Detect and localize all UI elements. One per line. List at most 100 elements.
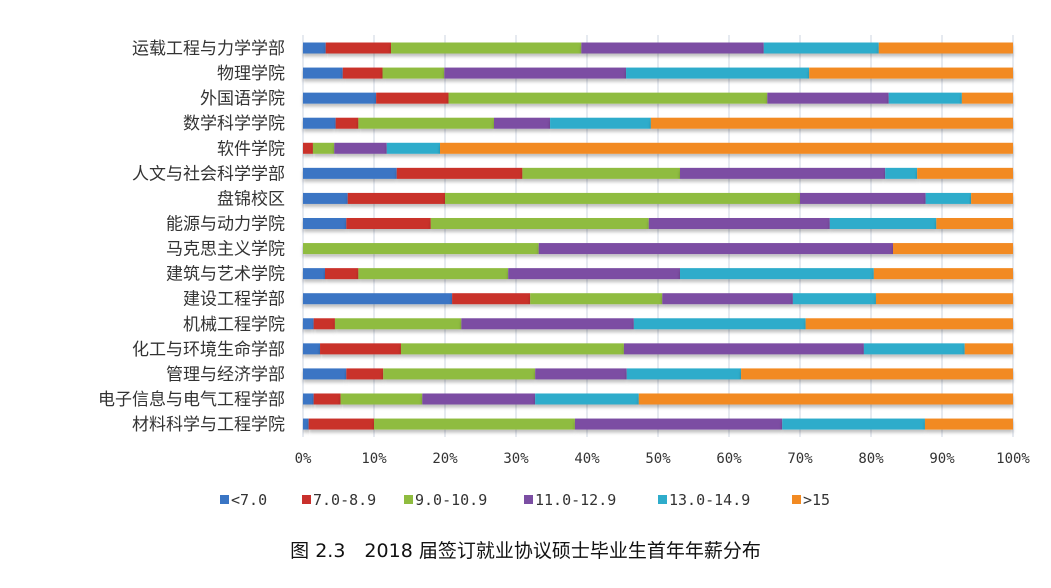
category-label: 管理与经济学部 (166, 365, 285, 385)
category-label: 外国语学院 (200, 89, 285, 109)
bar-segment (626, 67, 810, 79)
bar-segment (971, 192, 1013, 204)
legend-swatch (658, 495, 667, 504)
bar-segment (863, 343, 965, 355)
bar-segment (873, 268, 1013, 280)
category-label: 能源与动力学院 (166, 214, 285, 234)
bar-segment (303, 268, 326, 280)
category-label: 盘锦校区 (217, 189, 285, 209)
bar-segment (633, 318, 806, 330)
category-label: 建设工程学部 (183, 290, 285, 310)
bar-segment (430, 217, 649, 229)
category-label: 软件学院 (217, 139, 285, 159)
bar-segment (325, 42, 392, 54)
bar-segment (662, 293, 793, 305)
stacked-bar-chart: 0% 10% 20% 30% 40% 50% 60% 70% 80% 90% 100% 运载工程与力学… (98, 35, 1030, 509)
bar-segment (574, 418, 783, 430)
x-tick-label: 30% (503, 451, 529, 467)
bar-segment (303, 42, 326, 54)
bar-segment (386, 142, 441, 154)
bar-segment (303, 142, 313, 154)
bar-segment (334, 142, 387, 154)
bar-segment (550, 117, 651, 129)
bar-segment (581, 42, 764, 54)
bar-segment (925, 192, 972, 204)
bar-segment (340, 393, 423, 405)
bar-segment (792, 293, 876, 305)
bar-segment (626, 368, 742, 380)
category-label: 材料科学与工程学院 (132, 415, 285, 435)
bar-segment (358, 268, 509, 280)
bar-segment (303, 192, 348, 204)
bar-segment (303, 393, 314, 405)
bar-segment (936, 217, 1013, 229)
bar-segment (440, 142, 1013, 154)
legend-swatch (524, 495, 533, 504)
category-label: 运载工程与力学学部 (132, 39, 285, 59)
legend-label: 9.0-10.9 (415, 491, 487, 509)
bar-segment (452, 293, 531, 305)
bar-segment (805, 318, 1013, 330)
x-tick-label: 100% (996, 451, 1030, 467)
bar-segment (303, 368, 347, 380)
figure-caption: 图 2.3 2018 届签订就业协议硕士毕业生首年年薪分布 (290, 540, 761, 562)
bar-segment (885, 167, 918, 179)
bar-segment (303, 293, 453, 305)
bar-segment (444, 67, 627, 79)
bar-segment (312, 142, 335, 154)
bar-segment (376, 92, 449, 104)
bar-segment (313, 318, 335, 330)
category-label: 数学科学学院 (183, 114, 285, 134)
bar-segment (924, 418, 1013, 430)
bar-segment (374, 418, 575, 430)
bar-segment (893, 243, 1013, 255)
bar-segment (964, 343, 1013, 355)
bar-segment (358, 117, 494, 129)
bar-segment (303, 243, 539, 255)
bar-segment (346, 217, 431, 229)
x-tick-label: 10% (361, 451, 387, 467)
bar-segment (800, 192, 926, 204)
legend-swatch (792, 495, 801, 504)
bar-segment (335, 117, 359, 129)
bar-segment (320, 343, 401, 355)
bar-segment (493, 117, 551, 129)
legend-swatch (302, 495, 311, 504)
bar-segment (303, 418, 309, 430)
bar-segment (445, 192, 800, 204)
x-tick-label: 0% (295, 451, 312, 467)
bar-segment (461, 318, 634, 330)
bar-segment (680, 268, 874, 280)
bar-segment (303, 67, 343, 79)
bar-segment (422, 393, 536, 405)
category-label: 机械工程学院 (183, 315, 285, 335)
bar-segment (535, 368, 627, 380)
legend-label: >15 (803, 491, 830, 509)
bar-segment (888, 92, 962, 104)
bar-segment (325, 268, 359, 280)
bar-segment (303, 343, 321, 355)
bar-segment (400, 343, 624, 355)
bar-segment (763, 42, 879, 54)
bar-segment (396, 167, 523, 179)
x-tick-label: 40% (574, 451, 600, 467)
x-tick-label: 90% (929, 451, 955, 467)
bar-segment (917, 167, 1013, 179)
bar-segment (342, 67, 383, 79)
category-label: 物理学院 (217, 64, 285, 84)
bar-segment (308, 418, 374, 430)
bar-segment (961, 92, 1013, 104)
bar-segment (650, 117, 1013, 129)
bar-segment (623, 343, 864, 355)
bar-segment (741, 368, 1013, 380)
bar-segment (347, 192, 445, 204)
bar-segment (508, 268, 681, 280)
bar-segment (535, 393, 639, 405)
x-tick-label: 20% (432, 451, 458, 467)
x-tick-label: 60% (716, 451, 742, 467)
legend-swatch (220, 495, 229, 504)
bar-segment (382, 67, 445, 79)
bar-segment (829, 217, 937, 229)
bar-segment (383, 368, 536, 380)
x-tick-label: 70% (787, 451, 813, 467)
